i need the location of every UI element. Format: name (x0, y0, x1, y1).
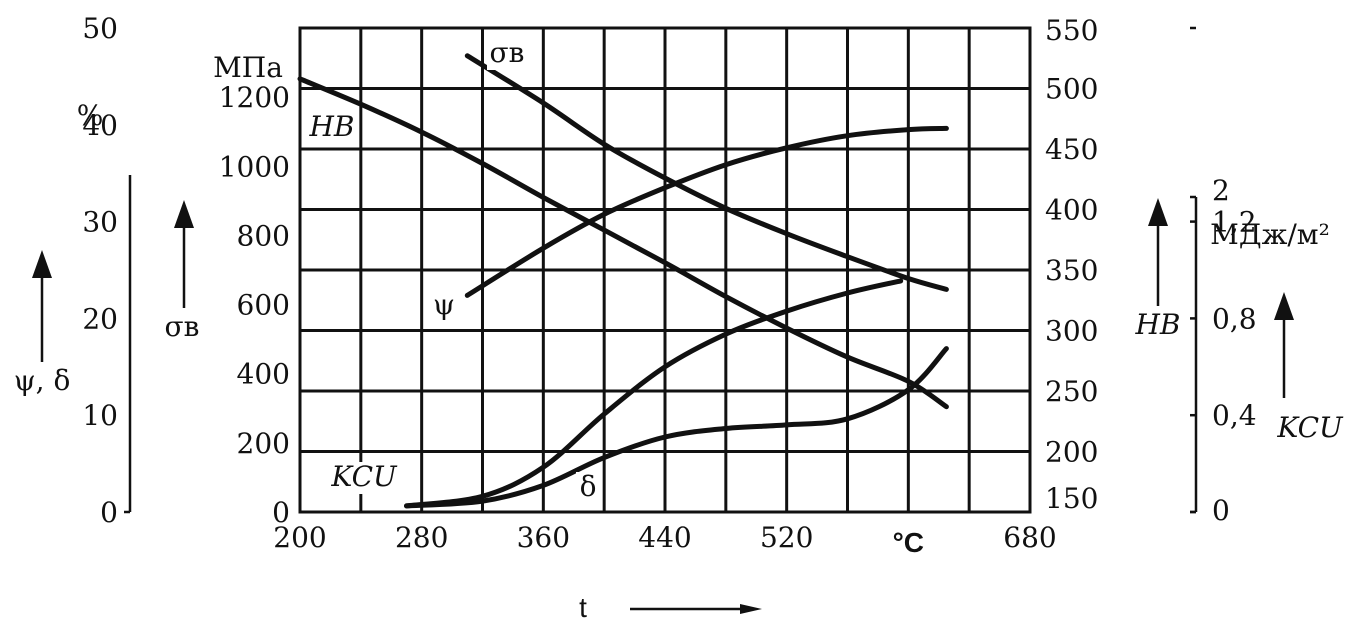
x-tick-label: 680 (1003, 521, 1056, 554)
hardness-tick-label: 200 (1045, 436, 1098, 469)
t-arrow-head (740, 604, 762, 614)
x-tick-label: 360 (517, 521, 570, 554)
hardness-arrow-head (1148, 198, 1168, 226)
hardness-tick-label: 150 (1045, 482, 1098, 515)
curve-sigma-b (464, 53, 949, 292)
curve-label-bg (312, 112, 352, 144)
x-axis-title: t (579, 592, 587, 623)
stress-tick-label: 800 (237, 219, 290, 252)
hardness-tick-label: 500 (1045, 73, 1098, 106)
stress-tick-label: 0 (272, 496, 290, 529)
impact-axis-unit: МДж/м² (1210, 218, 1330, 251)
stress-tick-label: 600 (237, 289, 290, 322)
curve-label-bg (576, 472, 600, 504)
x-tick-label: 280 (395, 521, 448, 554)
hardness-tick-label: 550 (1045, 14, 1098, 47)
percent-axis-label: ψ, δ (14, 364, 71, 397)
curve-kcu (404, 278, 904, 509)
impact-arrow-head (1274, 292, 1294, 320)
stress-tick-label: 1200 (219, 81, 290, 114)
stress-tick-label: 400 (237, 358, 290, 391)
percent-tick-label: 50 (82, 12, 118, 45)
stress-arrow-head (174, 200, 194, 228)
hardness-tick-label: 300 (1045, 315, 1098, 348)
stress-tick-label: 200 (237, 427, 290, 460)
percent-tick-label: 40 (82, 109, 118, 142)
curve-label-bg (432, 290, 456, 322)
x-tick-label: 440 (638, 521, 691, 554)
tick-labels: 200 280 360 440 520 680°C01020304050020040060… (82, 12, 1256, 558)
impact-tick-label: 2 (1212, 174, 1230, 207)
curve-psi (464, 125, 949, 298)
curve-label-delta: δ (580, 470, 597, 503)
curve-label-hb: HB (309, 110, 355, 143)
curves (297, 53, 949, 509)
x-tick-label: 520 (760, 521, 813, 554)
hardness-tick-label: 400 (1045, 194, 1098, 227)
curve-label-bg (487, 38, 527, 70)
curve-label-bg (334, 462, 394, 494)
stress-axis-unit: МПа (213, 51, 283, 84)
axes: t % МПа МДж/м² ψ, δ σв HB KCU (14, 51, 1344, 623)
impact-tick-label: 0,4 (1212, 399, 1257, 432)
impact-tick-label: 0 (1212, 494, 1230, 527)
percent-tick-label: 20 (82, 302, 118, 335)
hardness-tick-label: 450 (1045, 133, 1098, 166)
percent-tick-label: 0 (100, 496, 118, 529)
plot-grid (298, 26, 1032, 514)
percent-axis-unit: % (77, 99, 104, 132)
hardness-tick-label: 350 (1045, 254, 1098, 287)
curve-hb (297, 76, 949, 410)
impact-tick-label: 1,2 (1212, 206, 1257, 239)
curve-label-sigma-b: σв (490, 36, 525, 69)
impact-axis-label: KCU (1276, 411, 1344, 444)
hardness-axis-label: HB (1135, 308, 1181, 341)
percent-tick-label: 30 (82, 206, 118, 239)
stress-axis-label: σв (165, 310, 200, 343)
curve-labels: σв HB ψ KCU δ (309, 36, 600, 504)
percent-tick-label: 10 (82, 399, 118, 432)
x-axis-unit: °C (893, 527, 924, 558)
curve-delta (404, 346, 949, 509)
hardness-tick-label: 250 (1045, 375, 1098, 408)
stress-tick-label: 1000 (219, 150, 290, 183)
curve-label-psi: ψ (433, 288, 455, 321)
x-tick-label: 200 (273, 521, 326, 554)
percent-arrow-head (32, 250, 52, 278)
curve-label-kcu: KCU (330, 460, 398, 493)
impact-tick-label: 0,8 (1212, 302, 1257, 335)
